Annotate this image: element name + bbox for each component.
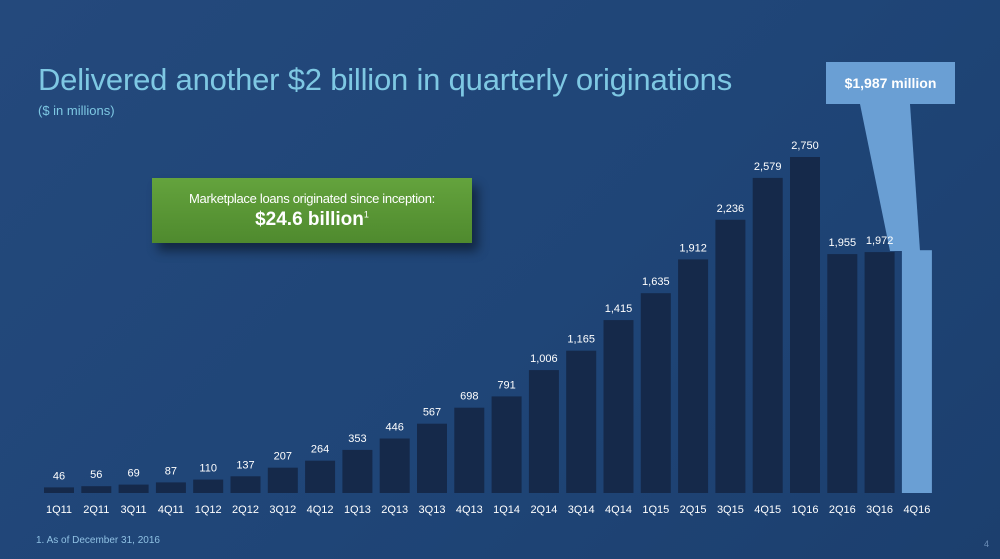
data-label-2Q13: 446 (386, 422, 404, 434)
category-label-1Q12: 1Q12 (195, 504, 222, 516)
category-label-2Q13: 2Q13 (381, 504, 408, 516)
bar-4Q15 (752, 177, 783, 493)
data-label-3Q11: 69 (127, 468, 139, 480)
bar-3Q12 (267, 467, 298, 493)
bar-4Q13 (454, 407, 485, 493)
bar-2Q12 (230, 476, 261, 493)
bar-3Q16 (864, 252, 895, 493)
category-label-1Q13: 1Q13 (344, 504, 371, 516)
data-label-3Q12: 207 (274, 451, 292, 463)
data-label-1Q13: 353 (348, 433, 366, 445)
bar-1Q14 (491, 396, 522, 493)
bar-1Q15 (640, 293, 671, 493)
category-label-1Q11: 1Q11 (46, 504, 72, 516)
bar-1Q11 (44, 487, 74, 493)
inception-value: $24.6 billion (255, 209, 364, 230)
category-label-3Q14: 3Q14 (568, 504, 595, 516)
bar-1Q16 (790, 157, 820, 493)
bar-1Q12 (193, 479, 224, 493)
data-label-2Q11: 56 (90, 469, 102, 481)
category-label-2Q16: 2Q16 (829, 504, 856, 516)
data-label-4Q11: 87 (165, 465, 177, 477)
data-label-2Q15: 1,912 (679, 242, 707, 254)
data-label-3Q15: 2,236 (717, 203, 745, 215)
category-label-2Q11: 2Q11 (83, 504, 109, 516)
category-label-4Q11: 4Q11 (158, 504, 184, 516)
page-subtitle: ($ in millions) (38, 103, 115, 118)
inception-value-line: $24.6 billion1 (152, 209, 472, 231)
category-label-2Q14: 2Q14 (530, 504, 557, 516)
category-label-4Q13: 4Q13 (456, 504, 483, 516)
category-label-4Q12: 4Q12 (307, 504, 334, 516)
category-label-2Q15: 2Q15 (680, 504, 707, 516)
data-label-1Q14: 791 (497, 379, 515, 391)
data-label-3Q14: 1,165 (567, 334, 595, 346)
bar-2Q14 (528, 370, 559, 493)
category-label-3Q12: 3Q12 (269, 504, 296, 516)
category-label-3Q15: 3Q15 (717, 504, 744, 516)
bar-3Q14 (566, 350, 597, 493)
category-label-4Q16: 4Q16 (903, 504, 930, 516)
data-label-4Q13: 698 (460, 391, 478, 403)
category-label-4Q15: 4Q15 (754, 504, 781, 516)
data-label-1Q11: 46 (53, 470, 65, 482)
data-label-1Q16: 2,750 (791, 140, 819, 152)
data-label-1Q12: 110 (199, 463, 217, 475)
page-title: Delivered another $2 billion in quarterl… (38, 62, 732, 97)
category-label-3Q11: 3Q11 (121, 504, 147, 516)
category-label-1Q14: 1Q14 (493, 504, 520, 516)
bar-3Q11 (118, 484, 149, 493)
footnote: 1. As of December 31, 2016 (36, 535, 160, 546)
bar-1Q13 (342, 449, 373, 493)
data-label-2Q12: 137 (236, 459, 254, 471)
bar-2Q16 (827, 254, 858, 493)
footnote-marker: 1 (363, 209, 369, 220)
category-label-3Q13: 3Q13 (419, 504, 446, 516)
bar-4Q12 (305, 460, 336, 493)
bar-2Q15 (678, 259, 709, 493)
category-label-2Q12: 2Q12 (232, 504, 259, 516)
category-label-1Q15: 1Q15 (642, 504, 669, 516)
bar-2Q11 (81, 486, 112, 493)
bar-3Q13 (417, 423, 447, 493)
data-label-4Q14: 1,415 (605, 303, 633, 315)
page-number: 4 (984, 539, 990, 549)
bar-3Q15 (715, 219, 746, 494)
category-label-4Q14: 4Q14 (605, 504, 632, 516)
data-label-3Q16: 1,972 (866, 235, 894, 247)
data-label-4Q12: 264 (311, 444, 329, 456)
data-label-2Q16: 1,955 (829, 237, 857, 249)
category-label-3Q16: 3Q16 (866, 504, 893, 516)
inception-label: Marketplace loans originated since incep… (189, 191, 435, 206)
bar-4Q11 (155, 482, 186, 493)
category-label-1Q16: 1Q16 (792, 504, 819, 516)
bar-4Q14 (603, 320, 634, 493)
data-label-2Q14: 1,006 (530, 353, 558, 365)
bar-2Q13 (379, 438, 410, 493)
callout-box: $1,987 million (826, 62, 955, 104)
data-label-3Q13: 567 (423, 407, 441, 419)
data-label-1Q15: 1,635 (642, 276, 670, 288)
bar-4Q16 (901, 250, 932, 493)
data-label-4Q15: 2,579 (754, 161, 782, 173)
inception-total-box: Marketplace loans originated since incep… (152, 178, 472, 243)
